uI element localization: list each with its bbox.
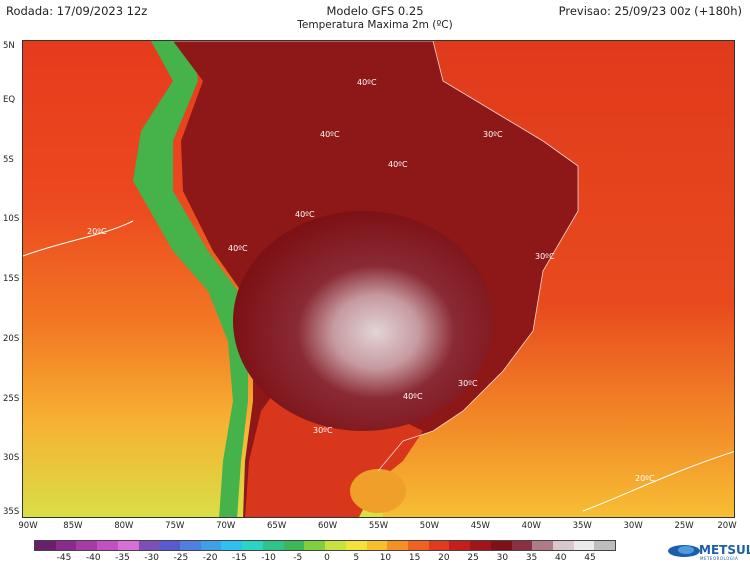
colorbar-swatch [76,541,98,550]
temperature-map: 20ºC 20ºC 30ºC 30ºC 30ºC 30ºC 40ºC 40ºC … [22,40,735,518]
colorbar-swatch [242,541,263,550]
colorbar-label: -40 [85,553,101,563]
colorbar-label: 15 [408,553,421,563]
colorbar-swatch [428,541,450,550]
colorbar-label: -45 [56,553,72,563]
latitude-label: EQ [3,94,16,105]
longitude-label: 80W [114,521,134,531]
longitude-label: 70W [216,521,236,531]
longitude-label: 40W [521,521,541,531]
colorbar-label: 25 [467,553,479,563]
longitude-label: 30W [623,521,643,531]
colorbar-swatch [490,541,512,550]
colorbar-label: 20 [438,553,450,563]
run-time-label: Rodada: 17/09/2023 12z [6,4,148,18]
contour-label: 40ºC [388,160,408,169]
latitude-label: 30S [3,453,20,464]
latitude-label: 5S [3,154,14,165]
colorbar-swatch [138,541,160,550]
colorbar-swatch [345,541,367,550]
colorbar-swatch [366,541,388,550]
colorbar-swatch [573,541,595,550]
logo-subtitle: METEOROLOGIA [700,556,739,561]
variable-title: Temperatura Maxima 2m (ºC) [297,19,453,31]
colorbar-label: -30 [144,553,160,563]
latitude-label: 25S [3,393,20,404]
colorbar-swatch [180,541,201,550]
longitude-label: 25W [674,521,694,531]
latitude-label: 15S [3,274,20,284]
contour-label: 40ºC [320,130,340,139]
colorbar-swatch [552,541,574,550]
colorbar-label: 35 [525,553,538,563]
logo-name: METSUL [699,543,750,557]
colorbar-swatch [532,541,553,550]
longitude-label: 45W [470,521,490,531]
longitude-label: 65W [267,521,287,531]
longitude-label: 55W [368,521,389,531]
colorbar-swatch [387,541,408,550]
latitude-label: 35S [3,507,20,517]
colorbar-label: 40 [555,553,567,563]
contour-label: 30ºC [483,130,503,139]
contour-label: 40ºC [295,210,315,219]
colorbar-label: -35 [115,553,130,563]
contour-label: 30ºC [535,252,555,261]
colorbar-label: -25 [173,553,189,563]
model-title: Modelo GFS 0.25 [326,4,424,18]
colorbar-swatch [55,541,77,550]
contour-label: 30ºC [313,426,333,435]
colorbar-swatch [221,541,243,550]
latitude-label: 20S [3,333,20,344]
colorbar-swatch [262,541,284,550]
colorbar-swatch [594,541,616,550]
extreme-heat-core [233,211,493,431]
colorbar-swatch [200,541,222,550]
longitude-label: 85W [63,521,83,531]
contour-label: 40ºC [228,244,248,253]
colorbar-swatch [407,541,429,550]
colorbar-label: 30 [496,553,509,563]
colorbar-label: 10 [379,553,392,563]
longitude-label: 75W [165,521,185,531]
uruguay-cooler-area [350,469,406,513]
colorbar-label: 45 [584,553,596,563]
colorbar-swatch [35,541,56,550]
latitude-label: 5N [3,41,15,51]
colorbar-label: -20 [202,553,218,563]
longitude-label: 90W [18,521,38,531]
metsul-logo-icon [668,545,700,557]
forecast-time-label: Previsao: 25/09/23 00z (+180h) [558,4,742,18]
contour-label: 20ºC [635,474,655,483]
colorbar-swatch [511,541,533,550]
map-canvas: 20ºC 20ºC 30ºC 30ºC 30ºC 30ºC 40ºC 40ºC … [23,41,734,517]
colorbar-label: 0 [324,553,330,563]
longitude-label: 50W [419,521,440,531]
longitude-label: 60W [317,521,338,531]
longitude-label: 20W [717,521,737,531]
isotherm-20-east [582,451,734,512]
colorbar-label: -10 [261,553,276,563]
colorbar [34,540,616,551]
longitude-label: 35W [572,521,592,531]
colorbar-swatch [449,541,471,550]
colorbar-swatch [283,541,305,550]
colorbar-swatch [470,541,491,550]
colorbar-label: 5 [353,553,360,563]
isotherm-20-west [23,220,134,257]
latitude-label: 10S [3,214,20,225]
isotherm-30 [173,41,579,472]
colorbar-swatch [117,541,139,550]
colorbar-swatch [97,541,118,550]
andes-cool-strip [133,41,248,517]
colorbar-swatch [159,541,181,550]
contour-label: 20ºC [87,227,107,236]
contour-label: 30ºC [458,379,478,388]
colorbar-swatch [325,541,346,550]
colorbar-label: -5 [293,553,303,563]
contour-label: 40ºC [403,392,423,401]
contour-label: 40ºC [357,78,377,87]
colorbar-swatch [304,541,326,550]
colorbar-label: -15 [231,553,247,563]
